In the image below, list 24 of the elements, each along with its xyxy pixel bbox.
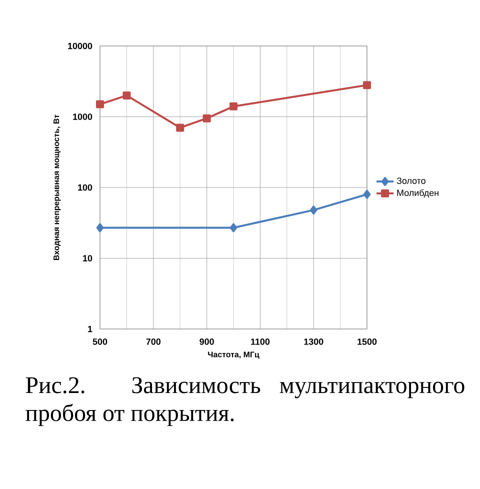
point: [229, 102, 238, 110]
y-tick-label: 10000: [68, 42, 92, 50]
point: [96, 100, 104, 108]
legend-label: Молибден: [397, 189, 438, 198]
point: [176, 124, 184, 132]
point: [122, 91, 131, 100]
x-tick-label: 700: [146, 338, 161, 345]
text: Рис.2. Зависимость мультипакторного пробоя от покрытия.: [26, 377, 464, 426]
point: [363, 190, 371, 199]
x-tick-label: 1300: [304, 338, 324, 345]
point: [96, 223, 104, 232]
y-tick-label: 100: [78, 184, 92, 191]
y-tick-label: 1: [88, 326, 92, 332]
point: [310, 206, 318, 215]
point: [202, 114, 211, 122]
y-tick-label: 10: [83, 255, 92, 262]
x-tick-label: 1100: [251, 338, 270, 345]
x-tick-label: 1500: [358, 338, 377, 345]
point: [230, 223, 238, 232]
legend-label: Золото: [396, 178, 426, 184]
point: [363, 81, 371, 90]
x-tick-label: 900: [200, 338, 214, 345]
y-tick-label: 1000: [73, 114, 92, 120]
x-tick-label: 500: [92, 338, 108, 345]
